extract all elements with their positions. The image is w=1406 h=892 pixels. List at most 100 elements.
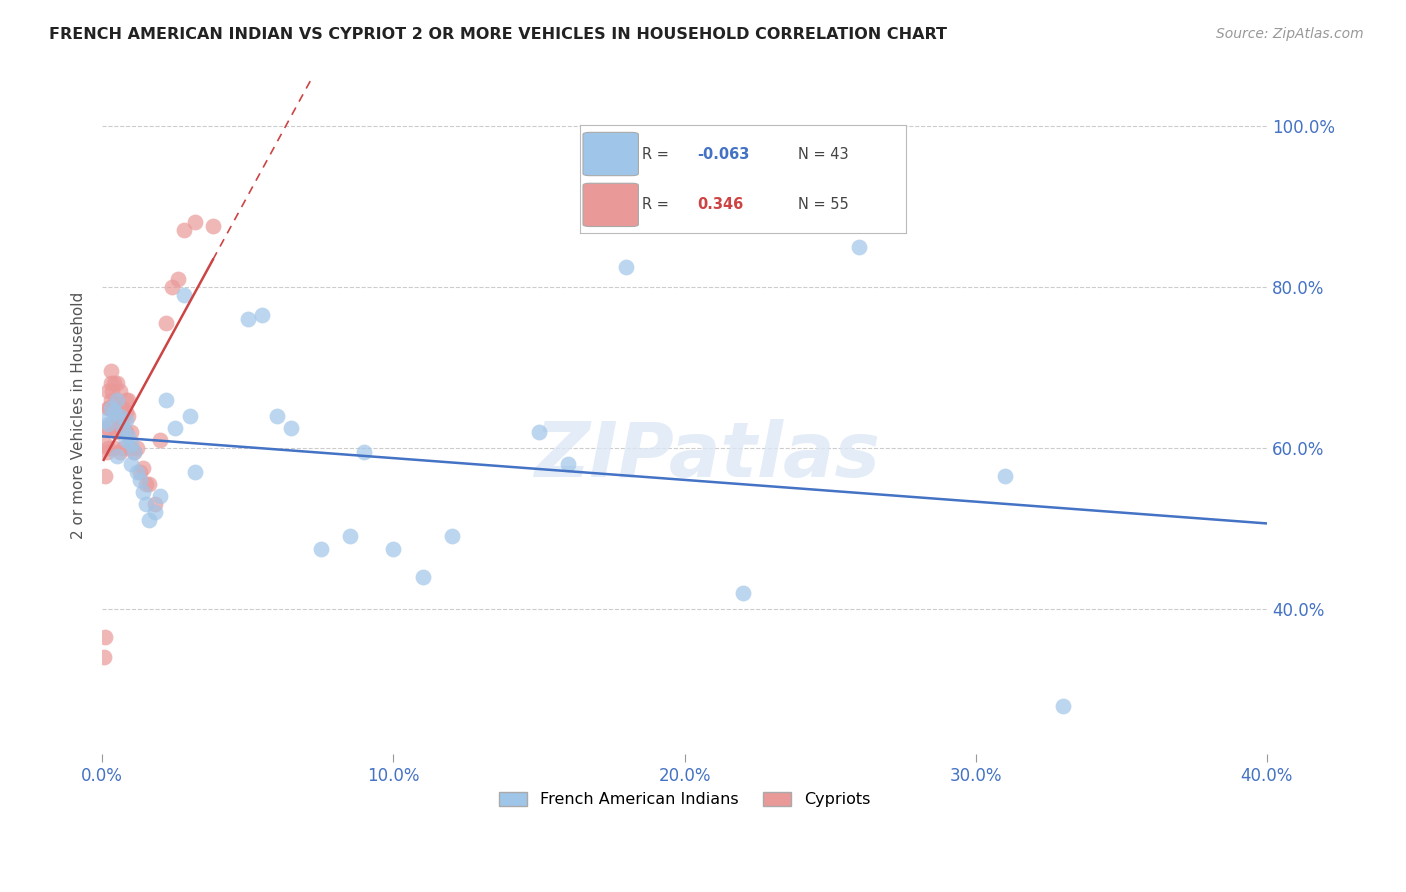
Point bbox=[108, 384, 131, 399]
Point bbox=[527, 425, 550, 439]
Point bbox=[138, 477, 160, 491]
Point bbox=[135, 497, 157, 511]
Point bbox=[108, 401, 131, 415]
Point bbox=[135, 477, 157, 491]
Point bbox=[129, 465, 152, 479]
Point bbox=[132, 485, 155, 500]
Point bbox=[105, 449, 128, 463]
Point bbox=[309, 541, 332, 556]
Point bbox=[382, 541, 405, 556]
Point bbox=[120, 425, 142, 439]
Point bbox=[440, 529, 463, 543]
Point bbox=[103, 421, 125, 435]
Point bbox=[184, 215, 207, 229]
Point bbox=[120, 441, 142, 455]
Point bbox=[120, 437, 142, 451]
Point bbox=[100, 401, 122, 415]
Point bbox=[120, 457, 142, 471]
Point bbox=[97, 384, 120, 399]
Point bbox=[143, 505, 166, 519]
Text: FRENCH AMERICAN INDIAN VS CYPRIOT 2 OR MORE VEHICLES IN HOUSEHOLD CORRELATION CH: FRENCH AMERICAN INDIAN VS CYPRIOT 2 OR M… bbox=[49, 27, 948, 42]
Point bbox=[111, 421, 134, 435]
Point bbox=[114, 412, 136, 426]
Point bbox=[100, 392, 122, 407]
Point bbox=[132, 461, 155, 475]
Point bbox=[117, 392, 139, 407]
Point bbox=[127, 441, 149, 455]
Point bbox=[100, 401, 122, 415]
Point bbox=[108, 421, 131, 435]
Point bbox=[122, 445, 145, 459]
Point bbox=[105, 409, 128, 423]
Point bbox=[155, 316, 177, 330]
Point bbox=[122, 445, 145, 459]
Point bbox=[167, 272, 190, 286]
Point bbox=[557, 457, 579, 471]
Point bbox=[848, 239, 870, 253]
Point bbox=[94, 469, 117, 483]
Point bbox=[103, 441, 125, 455]
Text: ZIPatlas: ZIPatlas bbox=[534, 419, 880, 493]
Point bbox=[100, 364, 122, 378]
Y-axis label: 2 or more Vehicles in Household: 2 or more Vehicles in Household bbox=[72, 292, 86, 540]
Point bbox=[117, 409, 139, 423]
Point bbox=[105, 392, 128, 407]
Point bbox=[94, 630, 117, 644]
Point bbox=[138, 513, 160, 527]
Point bbox=[614, 260, 637, 274]
Point bbox=[108, 409, 131, 423]
Point bbox=[105, 392, 128, 407]
Point bbox=[252, 308, 274, 322]
Point bbox=[184, 465, 207, 479]
Point bbox=[160, 280, 183, 294]
Point bbox=[111, 441, 134, 455]
Point bbox=[731, 586, 754, 600]
Point bbox=[173, 223, 195, 237]
Point bbox=[103, 401, 125, 415]
Point bbox=[108, 445, 131, 459]
Point bbox=[111, 401, 134, 415]
Legend: French American Indians, Cypriots: French American Indians, Cypriots bbox=[492, 785, 877, 814]
Point bbox=[103, 396, 125, 410]
Point bbox=[163, 421, 186, 435]
Text: Source: ZipAtlas.com: Source: ZipAtlas.com bbox=[1216, 27, 1364, 41]
Point bbox=[97, 441, 120, 455]
Point bbox=[103, 404, 125, 418]
Point bbox=[100, 376, 122, 391]
Point bbox=[105, 376, 128, 391]
Point bbox=[339, 529, 361, 543]
Point bbox=[111, 409, 134, 423]
Point bbox=[100, 417, 122, 431]
Point bbox=[280, 421, 302, 435]
Point bbox=[266, 409, 288, 423]
Point bbox=[94, 421, 117, 435]
Point bbox=[155, 392, 177, 407]
Point bbox=[149, 489, 172, 503]
Point bbox=[97, 401, 120, 415]
Point bbox=[994, 469, 1017, 483]
Point bbox=[179, 409, 201, 423]
Point bbox=[114, 392, 136, 407]
Point bbox=[114, 433, 136, 447]
Point bbox=[114, 404, 136, 418]
Point bbox=[149, 433, 172, 447]
Point bbox=[236, 312, 259, 326]
Point bbox=[94, 412, 117, 426]
Point bbox=[97, 421, 120, 435]
Point bbox=[411, 570, 433, 584]
Point bbox=[127, 465, 149, 479]
Point bbox=[111, 421, 134, 435]
Point bbox=[101, 384, 124, 399]
Point bbox=[105, 425, 128, 439]
Point bbox=[114, 425, 136, 439]
Point bbox=[173, 288, 195, 302]
Point bbox=[129, 473, 152, 487]
Point bbox=[97, 417, 120, 431]
Point bbox=[353, 445, 375, 459]
Point bbox=[201, 219, 224, 234]
Point bbox=[98, 401, 121, 415]
Point bbox=[93, 650, 115, 665]
Point bbox=[143, 497, 166, 511]
Point bbox=[1052, 698, 1074, 713]
Point bbox=[96, 445, 118, 459]
